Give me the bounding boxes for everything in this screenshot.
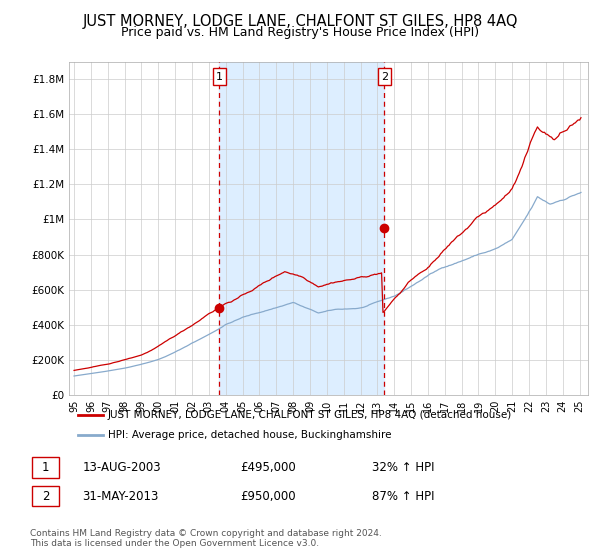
Text: Contains HM Land Registry data © Crown copyright and database right 2024.
This d: Contains HM Land Registry data © Crown c…	[30, 529, 382, 548]
Text: £495,000: £495,000	[240, 461, 296, 474]
Text: 1: 1	[216, 72, 223, 82]
Text: HPI: Average price, detached house, Buckinghamshire: HPI: Average price, detached house, Buck…	[108, 430, 391, 440]
Text: 31-MAY-2013: 31-MAY-2013	[82, 489, 159, 503]
Text: £950,000: £950,000	[240, 489, 295, 503]
Bar	[219, 62, 385, 395]
Text: 13-AUG-2003: 13-AUG-2003	[82, 461, 161, 474]
Text: 32% ↑ HPI: 32% ↑ HPI	[372, 461, 435, 474]
FancyBboxPatch shape	[32, 486, 59, 506]
Text: 2: 2	[42, 489, 49, 503]
Text: JUST MORNEY, LODGE LANE, CHALFONT ST GILES, HP8 4AQ (detached house): JUST MORNEY, LODGE LANE, CHALFONT ST GIL…	[108, 409, 512, 419]
Text: 1: 1	[42, 461, 49, 474]
Text: 2: 2	[381, 72, 388, 82]
FancyBboxPatch shape	[32, 458, 59, 478]
Text: Price paid vs. HM Land Registry's House Price Index (HPI): Price paid vs. HM Land Registry's House …	[121, 26, 479, 39]
Text: JUST MORNEY, LODGE LANE, CHALFONT ST GILES, HP8 4AQ: JUST MORNEY, LODGE LANE, CHALFONT ST GIL…	[82, 14, 518, 29]
Text: 87% ↑ HPI: 87% ↑ HPI	[372, 489, 435, 503]
